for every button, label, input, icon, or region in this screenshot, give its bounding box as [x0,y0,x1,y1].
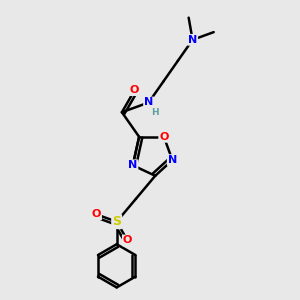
Text: N: N [128,160,137,170]
Text: S: S [112,215,121,228]
Text: N: N [144,98,153,107]
Text: O: O [92,209,101,219]
Text: O: O [130,85,139,95]
Text: N: N [188,35,197,45]
Text: O: O [123,236,132,245]
Text: N: N [168,155,177,165]
Text: O: O [159,132,169,142]
Text: H: H [152,108,159,117]
